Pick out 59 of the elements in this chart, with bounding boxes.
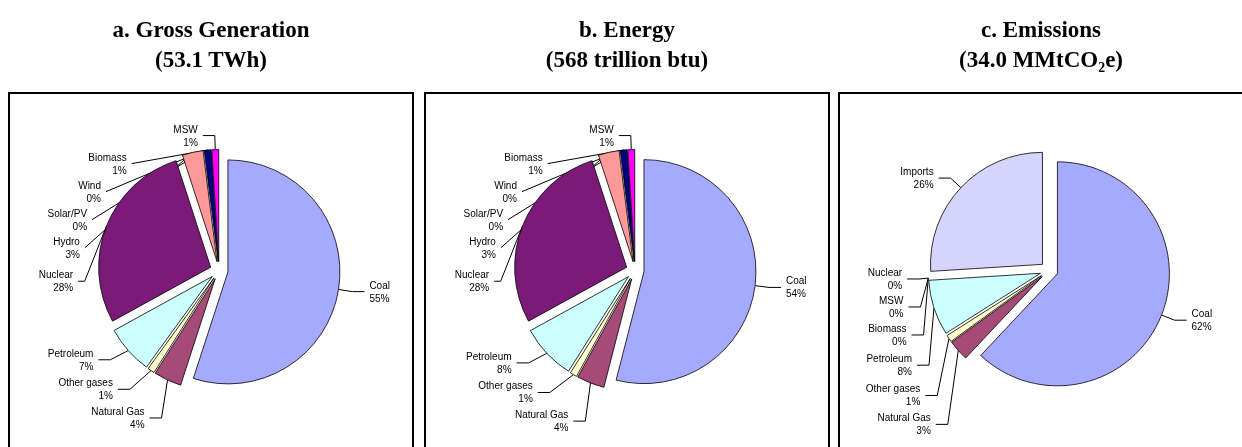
slice-label: Imports xyxy=(900,166,934,178)
chart-title: a. Gross Generation (53.1 TWh) xyxy=(111,16,311,74)
slice-label: Other gases xyxy=(58,377,113,389)
data-label: 1% xyxy=(528,164,543,176)
slice-label: Natural Gas xyxy=(91,405,145,417)
category-label: MSW xyxy=(879,294,904,306)
data-label: 55% xyxy=(369,292,390,304)
data-label: 1% xyxy=(518,393,533,405)
data-label: 1% xyxy=(599,136,614,148)
data-label: 26% xyxy=(913,179,934,191)
slice-label: Hydro xyxy=(53,235,81,247)
text: 0% xyxy=(889,307,904,319)
text: 0% xyxy=(887,279,903,291)
slice-label: Coal xyxy=(369,279,390,291)
text: 0% xyxy=(892,335,907,347)
data-label: 1% xyxy=(112,164,127,176)
slice-label: Nuclear xyxy=(38,269,74,281)
slice-label: Petroleum xyxy=(866,353,912,365)
slice-label: Biomass xyxy=(504,151,543,163)
data-label: 7% xyxy=(78,360,94,372)
data-label: 8% xyxy=(497,363,512,375)
text: 0% xyxy=(72,220,88,232)
slice-label: Natural Gas xyxy=(514,409,569,421)
data-label: 3% xyxy=(65,248,80,260)
slice-label: Coal xyxy=(1191,308,1213,320)
data-label: 54% xyxy=(785,288,807,300)
chart-title: c. Emissions (34.0 MMtCO₂e) xyxy=(958,16,1124,74)
data-label: 28% xyxy=(53,282,74,294)
slice-label: Hydro xyxy=(469,235,497,247)
data-label: 1% xyxy=(98,390,114,402)
data-label: 28% xyxy=(469,282,490,294)
text: 0% xyxy=(502,192,518,204)
category-label: Biomass xyxy=(868,322,907,334)
data-label: 8% xyxy=(897,366,913,378)
text: 0% xyxy=(488,220,504,232)
slice-label: Petroleum xyxy=(47,347,94,359)
slice-label: Coal xyxy=(785,275,807,287)
data-label: 3% xyxy=(916,425,931,437)
data-label: 4% xyxy=(130,418,145,430)
slice-label: Natural Gas xyxy=(877,412,931,424)
slice-label: Other gases xyxy=(478,380,533,392)
slice-label: Other gases xyxy=(865,383,921,395)
slice-label: Petroleum xyxy=(465,350,512,362)
category-label: Solar/PV xyxy=(47,207,88,219)
category-label: Wind xyxy=(494,179,518,191)
slice-label: MSW xyxy=(173,123,199,135)
legend-label: Nuclear xyxy=(867,266,903,278)
data-label: 1% xyxy=(905,396,921,408)
slice-label: Nuclear xyxy=(454,269,490,281)
slice-label: MSW xyxy=(589,123,615,135)
slice-label: Biomass xyxy=(88,151,127,163)
data-label: 1% xyxy=(183,136,198,148)
data-label: 3% xyxy=(481,248,496,260)
text: 0% xyxy=(86,192,102,204)
data-label: 4% xyxy=(553,422,569,434)
category-label: Solar/PV xyxy=(463,207,504,219)
data-label: 62% xyxy=(1191,321,1212,333)
chart-title: b. Energy (568 trillion btu) xyxy=(544,16,710,74)
category-label: Wind xyxy=(78,179,102,191)
